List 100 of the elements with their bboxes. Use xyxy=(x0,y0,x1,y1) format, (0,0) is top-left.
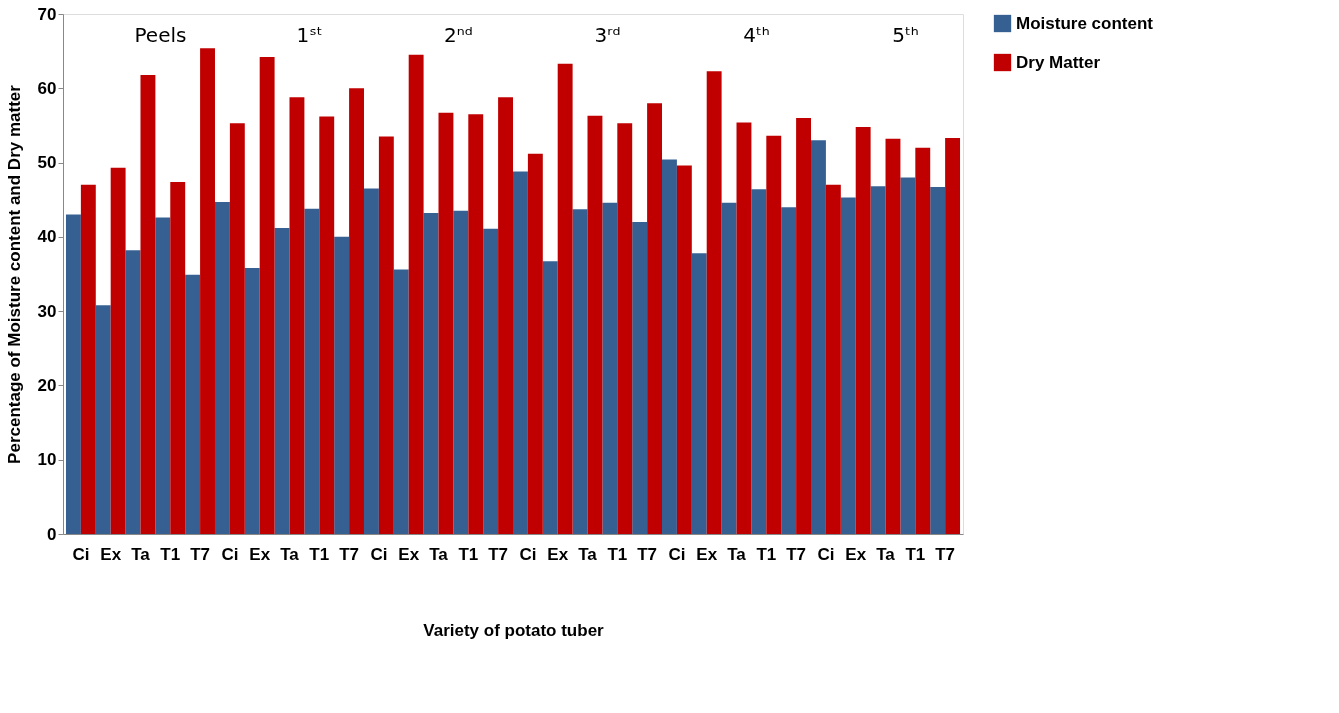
bar xyxy=(825,184,841,534)
x-tick-label: Ta xyxy=(429,544,449,564)
x-tick-label: Ex xyxy=(398,544,420,564)
bar xyxy=(393,269,409,534)
bar xyxy=(408,54,424,534)
y-axis-title: Percentage of Moisture content and Dry matter xyxy=(4,84,24,464)
x-tick-label: T7 xyxy=(637,544,658,564)
bar xyxy=(751,189,767,534)
bar xyxy=(289,97,305,534)
x-tick-label: T7 xyxy=(786,544,807,564)
y-tick-label: 40 xyxy=(37,227,57,247)
bar xyxy=(125,250,141,534)
bar xyxy=(811,140,826,534)
x-tick-label: Ci xyxy=(370,544,388,564)
x-tick-label: Ta xyxy=(727,544,747,564)
bar xyxy=(527,153,543,534)
x-tick-label: T1 xyxy=(905,544,926,564)
y-tick-label: 50 xyxy=(37,153,57,173)
x-tick-label: T7 xyxy=(488,544,509,564)
bar xyxy=(110,167,126,534)
x-tick-label: Ex xyxy=(696,544,718,564)
bar xyxy=(721,202,737,534)
bar xyxy=(602,202,618,534)
x-tick-label: Ci xyxy=(221,544,239,564)
bar xyxy=(214,201,230,534)
bar xyxy=(244,268,260,534)
bar xyxy=(513,171,528,534)
bar xyxy=(781,207,797,534)
annotation: Peels xyxy=(134,23,187,47)
x-tick-label: T1 xyxy=(309,544,330,564)
bar xyxy=(453,210,469,534)
bar xyxy=(185,274,201,534)
x-tick-label: Ta xyxy=(131,544,151,564)
bar xyxy=(796,118,812,534)
bar xyxy=(855,126,871,534)
y-tick-label: 20 xyxy=(37,375,57,395)
bar xyxy=(915,147,931,534)
bar xyxy=(438,112,454,534)
x-tick-label: Ta xyxy=(280,544,300,564)
x-tick-label: Ta xyxy=(578,544,598,564)
y-tick-label: 70 xyxy=(37,4,57,24)
y-tick-label: 30 xyxy=(37,301,57,321)
bar xyxy=(542,261,558,534)
bar xyxy=(200,48,215,534)
bar xyxy=(304,208,320,534)
bar xyxy=(676,165,692,534)
bar xyxy=(557,63,573,534)
bar xyxy=(483,228,499,534)
bar xyxy=(691,253,707,534)
annotation: 5ᵗʰ xyxy=(892,23,919,47)
bar xyxy=(170,181,186,534)
bar xyxy=(468,114,484,534)
x-tick-label: Ci xyxy=(817,544,835,564)
x-tick-label: T1 xyxy=(756,544,777,564)
bar xyxy=(572,209,588,534)
bar xyxy=(617,123,633,534)
x-tick-label: T7 xyxy=(190,544,211,564)
x-tick-label: T1 xyxy=(607,544,628,564)
bar xyxy=(498,97,513,534)
bar xyxy=(706,71,722,534)
x-tick-label: Ci xyxy=(72,544,90,564)
bar xyxy=(647,103,663,534)
annotation: 2ⁿᵈ xyxy=(444,23,473,47)
bar xyxy=(930,187,946,534)
bar xyxy=(334,236,350,534)
bar xyxy=(587,115,603,534)
x-tick-label: Ci xyxy=(668,544,686,564)
bar xyxy=(65,214,81,534)
bar xyxy=(95,305,111,534)
x-tick-label: Ex xyxy=(249,544,271,564)
x-tick-label: Ci xyxy=(519,544,537,564)
bar xyxy=(423,213,439,534)
bar xyxy=(885,138,901,534)
legend-label: Moisture content xyxy=(1016,13,1154,33)
x-tick-label: T7 xyxy=(935,544,956,564)
bar xyxy=(349,88,364,534)
bar xyxy=(155,217,171,534)
bar xyxy=(274,227,290,534)
bar xyxy=(378,136,394,534)
x-tick-label: T7 xyxy=(339,544,360,564)
x-tick-label: Ex xyxy=(845,544,867,564)
x-tick-label: T1 xyxy=(458,544,479,564)
bar xyxy=(736,122,752,534)
x-tick-label: Ta xyxy=(876,544,896,564)
bar xyxy=(766,135,782,534)
bar xyxy=(363,188,379,534)
x-tick-label: Ex xyxy=(547,544,569,564)
y-tick-label: 0 xyxy=(47,524,57,544)
x-axis-title: Variety of potato tuber xyxy=(423,620,605,640)
annotation: 4ᵗʰ xyxy=(743,23,770,47)
bar xyxy=(229,123,245,534)
x-tick-label: T1 xyxy=(160,544,181,564)
bar xyxy=(632,222,648,534)
bar xyxy=(662,159,677,534)
bar xyxy=(840,197,856,534)
bar xyxy=(945,138,961,534)
annotation: 3ʳᵈ xyxy=(594,23,621,47)
bar xyxy=(259,57,275,534)
annotation: 1ˢᵗ xyxy=(296,23,323,47)
bar xyxy=(900,177,916,534)
